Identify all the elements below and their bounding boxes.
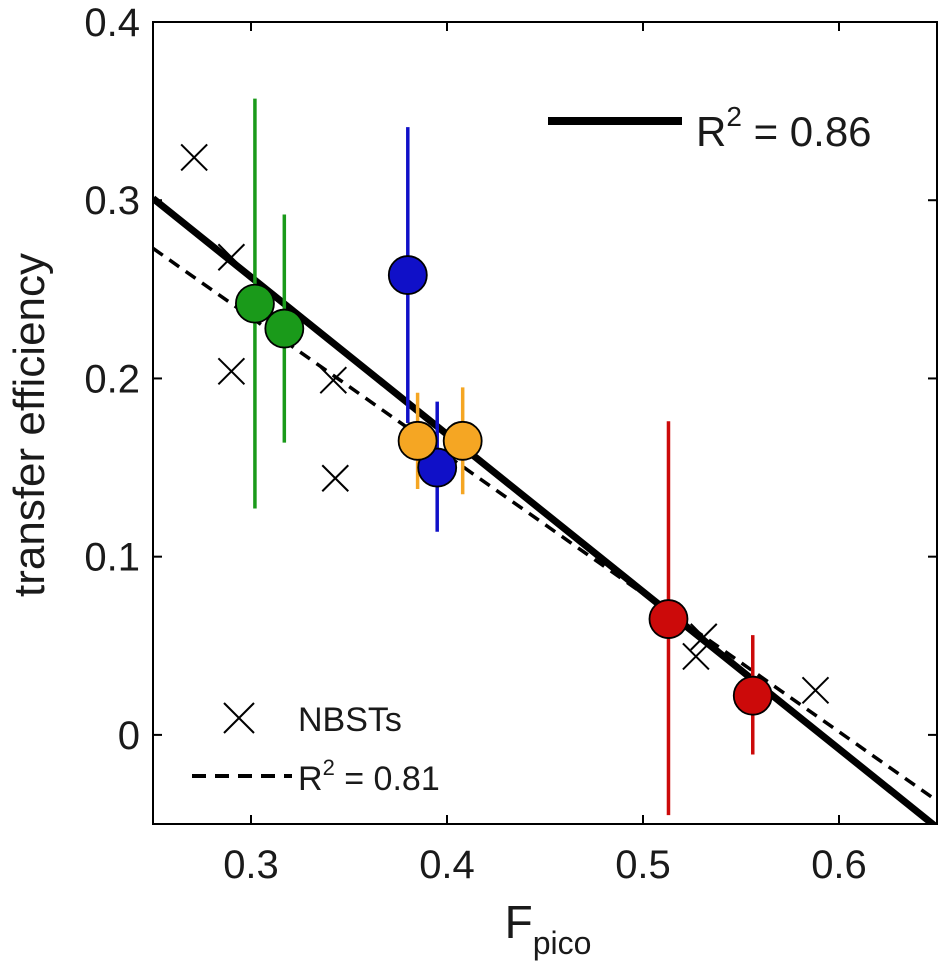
legend-solid-label-value: = 0.86 [742, 108, 872, 155]
nbst-marker-7 [801, 676, 830, 705]
legend-solid-label-exp: 2 [726, 101, 742, 132]
data-point-blue-0 [387, 255, 428, 295]
legend-cross-icon [223, 702, 255, 734]
y-axis-label: transfer efficiency [5, 253, 54, 597]
legend-solid-label: R2 = 0.86 [696, 101, 872, 155]
nbst-marker-5 [690, 623, 718, 651]
data-point-blue-1 [417, 447, 458, 488]
nbst-marker-stroke-b [321, 464, 349, 492]
y-tick-label-2: 0.2 [84, 357, 140, 401]
legend-dashed-label-value: = 0.81 [335, 760, 440, 798]
nbst-marker-stroke-b [319, 366, 348, 394]
x-tick-label-3: 0.6 [811, 843, 867, 887]
data-point-red-0 [648, 599, 689, 639]
nbst-marker-stroke-b [690, 623, 718, 651]
data-point-orange-1 [442, 420, 483, 461]
x-tick-label-1: 0.4 [419, 843, 475, 887]
nbst-marker-3 [319, 366, 348, 394]
data-point-orange-0 [397, 420, 438, 461]
axes: 0.3 0.4 0.5 0.6 0 0.1 0.2 0.3 0.4 [84, 1, 938, 887]
nbst-marker-6 [682, 642, 710, 671]
nbst-marker-stroke-b [180, 143, 208, 172]
nbst-marker-4 [321, 464, 349, 492]
y-tick-label-0: 0 [118, 714, 140, 758]
x-axis-label-main: F [505, 896, 533, 948]
axes-box [152, 21, 938, 825]
nbst-marker-stroke-b [682, 642, 710, 671]
data-point-red-1 [732, 675, 773, 716]
x-tick-label-0: 0.3 [223, 843, 279, 887]
nbsts-markers [180, 143, 830, 705]
y-tick-label-1: 0.1 [84, 536, 140, 580]
x-tick-label-2: 0.5 [615, 843, 671, 887]
data-circles [235, 255, 773, 716]
legend-dashed-label-exp: 2 [323, 755, 335, 780]
legend-dashed-label: R2 = 0.81 [298, 755, 440, 798]
nbst-marker-stroke-b [217, 357, 246, 386]
legend-nbsts-label: NBSTs [298, 701, 402, 739]
data-point-green-1 [264, 308, 305, 349]
data-point-green-0 [235, 283, 275, 324]
legend-top-right: R2 = 0.86 [548, 101, 872, 155]
legend-solid-label-base: R [696, 108, 726, 155]
nbst-marker-2 [217, 357, 246, 386]
nbst-marker-stroke-b [801, 676, 830, 705]
nbst-marker-stroke-b [217, 243, 246, 271]
legend-dashed-label-base: R [298, 760, 323, 798]
nbst-marker-1 [217, 243, 246, 271]
y-tick-label-4: 0.4 [84, 1, 140, 45]
legend-bottom-left: NBSTs R2 = 0.81 [192, 701, 440, 798]
nbst-marker-0 [180, 143, 208, 172]
y-tick-label-3: 0.3 [84, 179, 140, 223]
x-axis-label: Fpico [505, 896, 592, 961]
x-axis-label-sub: pico [533, 925, 592, 961]
